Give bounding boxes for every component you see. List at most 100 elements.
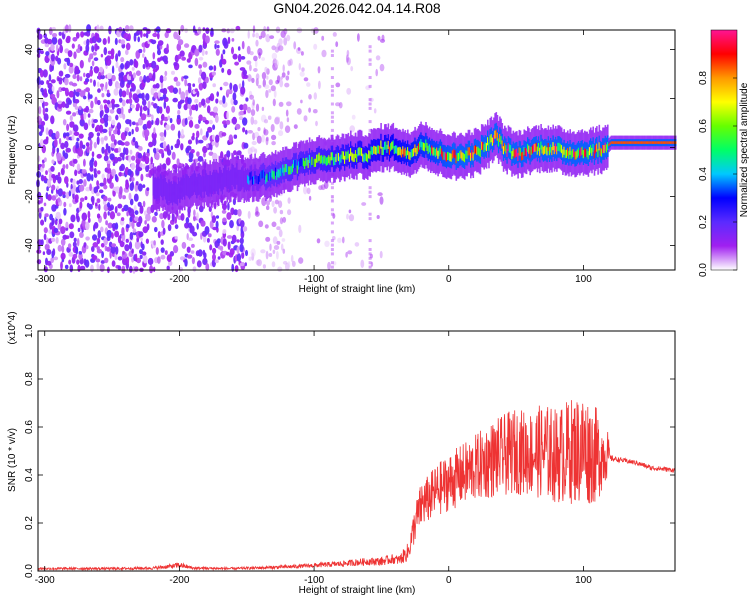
colorbar-tick-label: 0.8 <box>698 71 709 85</box>
spectrogram-ridge-core <box>654 141 656 144</box>
spectrogram-cell <box>84 196 88 201</box>
spectrogram-cell <box>255 39 259 47</box>
spectrogram-ridge-core <box>414 144 416 153</box>
spectrogram-ridge-band <box>158 178 161 201</box>
spectrogram-cell <box>114 103 120 108</box>
spectrogram-cell <box>51 159 55 164</box>
spectrogram-cell <box>51 33 58 38</box>
spectrogram-cell <box>221 67 225 73</box>
spectrogram-ridge-core <box>405 150 408 159</box>
spectrogram-ridge-core <box>377 145 380 154</box>
spectrogram-ridge-core <box>323 155 325 164</box>
spectrogram-cell <box>154 152 160 161</box>
spectrogram-cell <box>111 243 117 248</box>
spectrogram-cell <box>271 134 277 141</box>
spectrogram-cell <box>368 265 372 269</box>
spectrogram-ridge-core <box>556 146 558 155</box>
spectrogram-cell <box>153 70 156 79</box>
spectrogram-cell <box>106 92 111 98</box>
spectrogram-cell <box>104 120 109 128</box>
spectrogram-cell <box>194 48 200 57</box>
spectrogram-ridge-core <box>564 150 567 159</box>
spectrogram-ridge-core <box>250 171 253 180</box>
spectrogram-ridge-core <box>289 166 291 175</box>
spectrogram-cell <box>379 63 385 72</box>
spectrogram-cell <box>117 147 122 153</box>
spectrogram-cell <box>201 98 206 106</box>
spectrogram-cell <box>78 184 85 192</box>
spectrogram-ridge-core <box>336 152 339 161</box>
spectrogram-cell <box>75 246 79 255</box>
spectrogram-cell <box>142 163 147 170</box>
spectrogram-cell <box>128 91 133 100</box>
spectrogram-cell <box>78 105 82 110</box>
spectrogram-cell <box>206 105 211 114</box>
spectrogram-cell <box>64 24 69 33</box>
spectrogram-cell <box>73 158 78 164</box>
spectrogram-cell <box>255 73 260 81</box>
spectrogram-cell <box>139 254 143 259</box>
spectrogram-cell <box>330 186 334 190</box>
spectrogram-cell <box>78 251 83 255</box>
spectrogram-ridge-band <box>173 180 175 203</box>
spectrogram-ridge-band <box>186 174 188 197</box>
spectrogram-cell <box>152 32 158 38</box>
spectrogram-cell <box>278 101 284 107</box>
spectrogram-cell <box>321 49 327 58</box>
snr-series-line <box>37 400 676 572</box>
spectrogram-cell <box>47 82 53 89</box>
spectrogram-cell <box>287 261 291 268</box>
spectrogram-cell <box>98 189 104 194</box>
spectrogram-ridge-core <box>448 152 450 161</box>
spectrogram-ridge-core <box>268 171 271 180</box>
colorbar: 0.00.20.40.60.8 Normalized spectral ampl… <box>698 29 750 277</box>
spectrogram-ridge-band <box>241 167 243 189</box>
spectrogram-cell <box>330 54 334 57</box>
spectrogram-cell <box>357 33 360 42</box>
spectrogram-cell <box>120 217 125 222</box>
spectrogram-cell <box>215 220 219 229</box>
spectrogram-cell <box>85 221 90 231</box>
spectrogram-cell <box>110 245 116 254</box>
spectrogram-cell <box>204 120 210 125</box>
x-tick-label: -300 <box>35 575 55 586</box>
spectrogram-cell <box>247 130 253 134</box>
spectrogram-ridge-core <box>633 141 636 144</box>
spectrogram-cell <box>261 134 265 143</box>
spectrogram-cell <box>174 224 179 230</box>
spectrogram-cell <box>330 221 334 225</box>
spectrogram-ridge-core <box>369 151 371 160</box>
spectrogram-ridge-core <box>296 165 299 174</box>
spectrogram-ridge-core <box>464 154 466 163</box>
spectrogram-cell <box>147 107 150 116</box>
spectrogram-ridge-core <box>374 146 376 155</box>
spectrogram-cell <box>66 123 70 132</box>
spectrogram-cell <box>60 238 66 246</box>
spectrogram-cell <box>96 99 101 106</box>
spectrogram-cell <box>41 162 45 169</box>
spectrogram-ridge-core <box>513 150 516 159</box>
spectrogram-ridge-core <box>439 146 442 155</box>
spectrogram-ridge-core <box>594 145 597 154</box>
spectrogram-cell <box>64 57 70 62</box>
spectrogram-cell <box>287 70 290 76</box>
spectrogram-ridge-core <box>491 137 494 146</box>
spectrogram-cell <box>36 47 42 55</box>
spectrogram-cell <box>71 82 78 87</box>
spectrogram-cell <box>55 211 61 220</box>
spectrogram-cell <box>147 100 151 109</box>
spectrogram-cell <box>53 138 58 148</box>
spectrogram-cell <box>45 136 49 142</box>
spectrogram-ridge-core <box>348 153 351 162</box>
spectrogram-cell <box>63 132 67 137</box>
colorbar-tick-label: 0.2 <box>698 215 709 229</box>
spectrogram-cell <box>134 96 140 104</box>
spectrogram-ridge-core <box>384 141 386 150</box>
spectrogram-ridge-core <box>496 132 499 141</box>
spectrogram-cell <box>264 84 270 90</box>
spectrogram-cell <box>128 98 133 104</box>
spectrogram-cell <box>40 87 44 93</box>
spectrogram-ridge-core <box>577 147 580 156</box>
